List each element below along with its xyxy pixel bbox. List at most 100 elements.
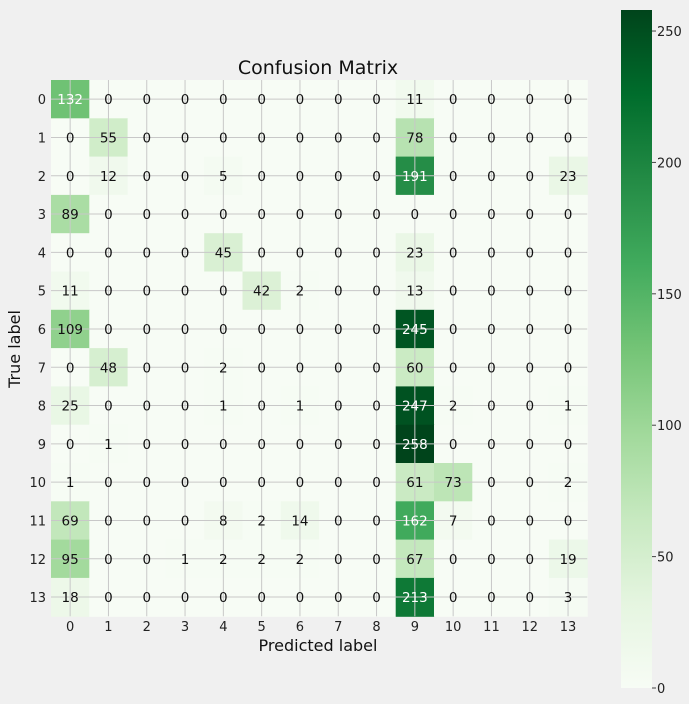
cell-value-label: 78 — [406, 130, 423, 146]
cell-value-label: 60 — [406, 360, 423, 376]
cell-value-label: 2 — [449, 399, 458, 415]
cell-value-label: 0 — [449, 322, 458, 338]
cell-value-label: 0 — [449, 207, 458, 223]
cell-value-label: 0 — [334, 322, 343, 338]
cell-value-label: 0 — [104, 590, 113, 606]
cell-value-label: 0 — [142, 92, 151, 108]
cell-value-label: 0 — [564, 130, 573, 146]
cell-value-label: 1 — [219, 399, 228, 415]
cell-value-label: 23 — [559, 169, 576, 185]
cell-value-label: 18 — [62, 590, 79, 606]
cell-value-label: 0 — [487, 475, 496, 491]
colorbar-tick-label: 250 — [657, 25, 682, 40]
cell-value-label: 0 — [372, 513, 381, 529]
cell-value-label: 0 — [181, 130, 190, 146]
cell-value-label: 25 — [62, 399, 79, 415]
cell-value-label: 0 — [564, 207, 573, 223]
cell-value-label: 0 — [104, 245, 113, 261]
cell-value-label: 0 — [181, 245, 190, 261]
cell-value-label: 0 — [487, 552, 496, 568]
x-tick-label: 2 — [143, 620, 151, 635]
cell-value-label: 0 — [372, 169, 381, 185]
x-axis-label: Predicted label — [259, 636, 378, 655]
cell-value-label: 0 — [142, 590, 151, 606]
cell-value-label: 0 — [525, 360, 534, 376]
cell-value-label: 0 — [372, 207, 381, 223]
cell-value-label: 0 — [181, 399, 190, 415]
cell-value-label: 0 — [219, 207, 228, 223]
cell-value-label: 0 — [334, 245, 343, 261]
cell-value-label: 0 — [372, 92, 381, 108]
cell-value-label: 1 — [296, 399, 305, 415]
cell-value-label: 0 — [487, 245, 496, 261]
cell-value-label: 0 — [564, 513, 573, 529]
cell-value-label: 0 — [181, 207, 190, 223]
cell-value-label: 0 — [142, 399, 151, 415]
cell-value-label: 12 — [100, 169, 117, 185]
cell-value-label: 109 — [57, 322, 83, 338]
y-tick-label: 13 — [29, 591, 46, 606]
cell-value-label: 73 — [445, 475, 462, 491]
cell-value-label: 0 — [257, 322, 266, 338]
cell-value-label: 2 — [296, 284, 305, 300]
cell-value-label: 0 — [142, 437, 151, 453]
cell-value-label: 0 — [449, 92, 458, 108]
cell-value-label: 191 — [402, 169, 428, 185]
cell-value-label: 8 — [219, 513, 228, 529]
cell-value-label: 45 — [215, 245, 232, 261]
x-tick-label: 4 — [219, 620, 227, 635]
cell-value-label: 0 — [296, 169, 305, 185]
cell-value-label: 0 — [372, 130, 381, 146]
colorbar — [621, 10, 652, 688]
y-tick-label: 10 — [29, 476, 46, 491]
colorbar-tick-labels: 0 50 100 150 200 250 — [652, 25, 682, 697]
cell-value-label: 0 — [564, 360, 573, 376]
y-tick-label: 4 — [38, 246, 46, 261]
x-tick-label: 1 — [104, 620, 112, 635]
cell-value-label: 0 — [181, 360, 190, 376]
cell-value-label: 0 — [564, 284, 573, 300]
x-tick-label: 3 — [181, 620, 189, 635]
cell-value-label: 0 — [142, 360, 151, 376]
cell-value-label: 0 — [372, 552, 381, 568]
cell-value-label: 0 — [104, 513, 113, 529]
cell-value-label: 1 — [104, 437, 113, 453]
cell-value-label: 0 — [257, 92, 266, 108]
cell-value-label: 0 — [219, 130, 228, 146]
cell-value-label: 0 — [219, 322, 228, 338]
cell-value-label: 0 — [104, 92, 113, 108]
cell-value-label: 0 — [372, 399, 381, 415]
colorbar-tick-label: 50 — [657, 551, 674, 566]
cell-value-label: 0 — [525, 169, 534, 185]
cell-value-label: 2 — [296, 552, 305, 568]
cell-value-label: 0 — [525, 245, 534, 261]
cell-value-label: 0 — [142, 284, 151, 300]
cell-value-label: 0 — [372, 284, 381, 300]
cell-value-label: 0 — [257, 399, 266, 415]
cell-value-label: 1 — [66, 475, 75, 491]
cell-value-label: 0 — [142, 322, 151, 338]
x-tick-label: 9 — [411, 620, 419, 635]
cell-value-label: 0 — [104, 207, 113, 223]
cell-value-label: 0 — [564, 322, 573, 338]
cell-value-label: 2 — [564, 475, 573, 491]
cell-value-label: 0 — [525, 92, 534, 108]
cell-value-label: 0 — [449, 552, 458, 568]
cell-value-label: 0 — [334, 399, 343, 415]
cell-value-label: 0 — [564, 92, 573, 108]
cell-value-label: 0 — [525, 590, 534, 606]
cell-value-label: 0 — [334, 130, 343, 146]
cell-value-label: 0 — [257, 475, 266, 491]
cell-value-label: 0 — [449, 437, 458, 453]
cell-value-label: 0 — [104, 475, 113, 491]
cell-value-label: 0 — [142, 475, 151, 491]
cell-value-label: 0 — [487, 322, 496, 338]
x-tick-label: 0 — [66, 620, 74, 635]
cell-value-label: 48 — [100, 360, 117, 376]
cell-value-label: 0 — [296, 130, 305, 146]
cell-value-label: 0 — [219, 92, 228, 108]
grid-lines — [51, 80, 588, 617]
cell-value-label: 0 — [372, 360, 381, 376]
